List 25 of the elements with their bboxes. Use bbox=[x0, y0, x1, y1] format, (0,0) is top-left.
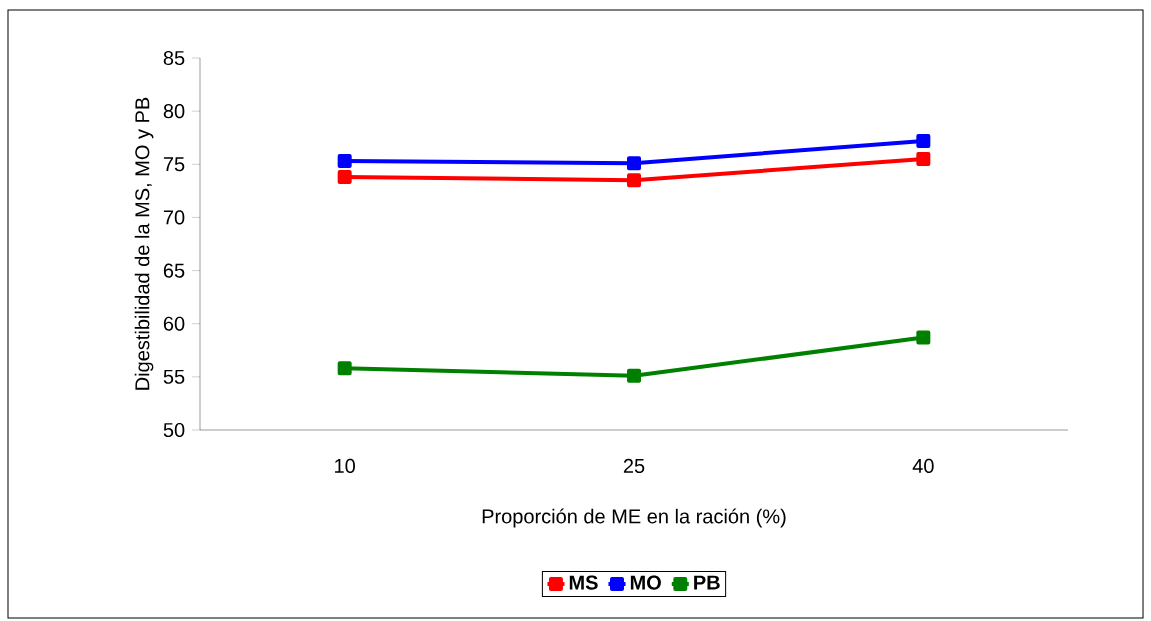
point bbox=[916, 330, 931, 345]
y-axis-title: Digestibilidad de la MS, MO y PB bbox=[134, 97, 154, 390]
y-tick-label: 70 bbox=[163, 210, 185, 225]
y-tick-label: 50 bbox=[163, 422, 185, 438]
y-tick-label: 80 bbox=[163, 104, 185, 119]
x-tick-label: 10 bbox=[335, 458, 355, 474]
point bbox=[916, 133, 931, 148]
x-tick-label: 25 bbox=[623, 458, 645, 474]
point bbox=[337, 154, 352, 169]
point bbox=[627, 173, 642, 188]
x-axis-title: Proporción de ME en la ración (%) bbox=[482, 508, 786, 528]
point bbox=[627, 368, 642, 383]
y-tick-label: 65 bbox=[163, 263, 185, 278]
y-tick-label: 85 bbox=[163, 50, 185, 66]
point bbox=[916, 151, 931, 166]
x-tick-label: 40 bbox=[912, 458, 934, 474]
legend-label: PB bbox=[694, 575, 720, 590]
legend-label: MS bbox=[569, 575, 598, 590]
y-tick-label: 60 bbox=[163, 316, 185, 331]
point bbox=[337, 170, 352, 185]
legend-label: MO bbox=[630, 575, 661, 590]
y-tick-label: 75 bbox=[163, 157, 185, 172]
point bbox=[627, 156, 642, 171]
y-tick-label: 55 bbox=[163, 369, 185, 384]
point bbox=[337, 361, 352, 376]
